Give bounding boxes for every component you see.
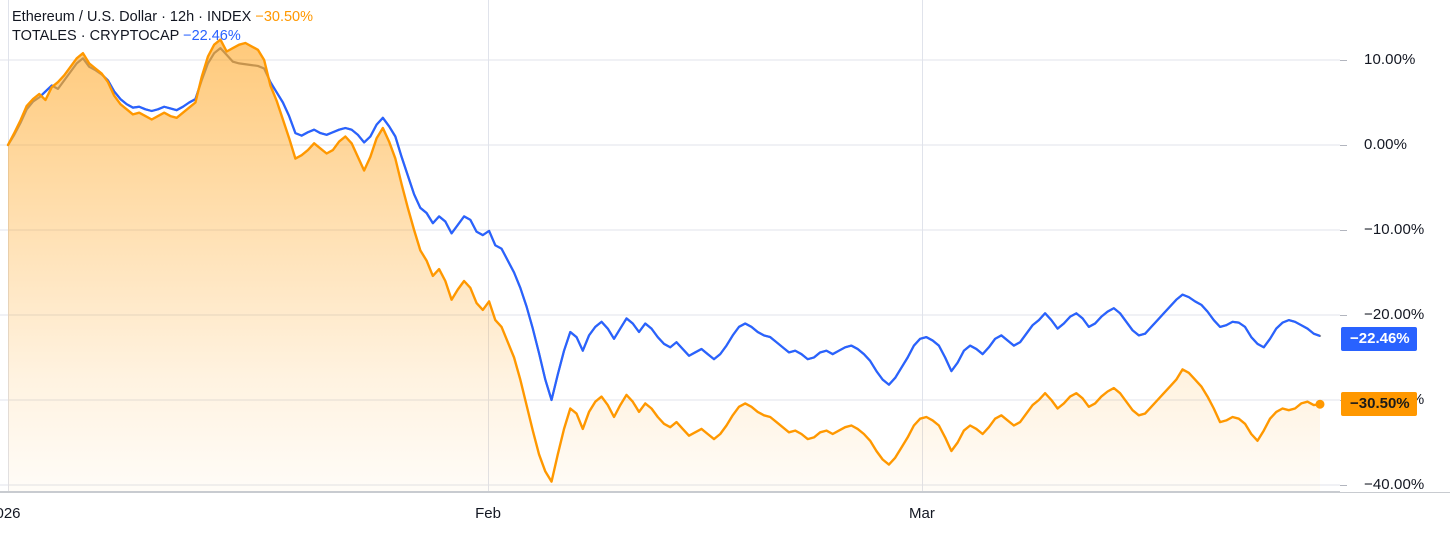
price-axis-tick-label: −20.00% — [1364, 306, 1425, 323]
blue-price-badge[interactable]: −22.46% — [1341, 327, 1417, 351]
time-axis-label: Mar — [909, 505, 935, 522]
orange-price-badge[interactable]: −30.50% — [1341, 392, 1417, 416]
price-axis-tick-mark — [1340, 145, 1347, 146]
chart-plot-area[interactable]: Ethereum / U.S. Dollar · 12h · INDEX −30… — [0, 0, 1340, 549]
last-value-marker-ethusd — [1315, 399, 1325, 409]
price-axis-tick-mark — [1340, 315, 1347, 316]
price-axis-tick-mark — [1340, 230, 1347, 231]
time-axis[interactable]: 026 Feb Mar — [0, 492, 1450, 549]
price-axis-tick-label: 10.00% — [1364, 51, 1416, 68]
time-axis-label: 026 — [0, 505, 21, 522]
price-axis-tick-label: 0.00% — [1364, 136, 1408, 153]
price-axis-tick-label: −10.00% — [1364, 221, 1425, 238]
series-area-ethusd — [8, 39, 1320, 491]
chart-canvas — [0, 0, 1340, 492]
price-axis[interactable]: 10.00%0.00%−10.00%−20.00%−30.00%−40.00% … — [1340, 0, 1450, 549]
chart-series-layer — [6, 38, 1325, 491]
series-line-ethusd[interactable] — [6, 38, 1322, 483]
price-axis-tick-mark — [1340, 60, 1347, 61]
price-axis-tick-label: −40.00% — [1364, 476, 1425, 493]
time-axis-label: Feb — [475, 505, 501, 522]
price-axis-tick-mark — [1340, 485, 1347, 486]
